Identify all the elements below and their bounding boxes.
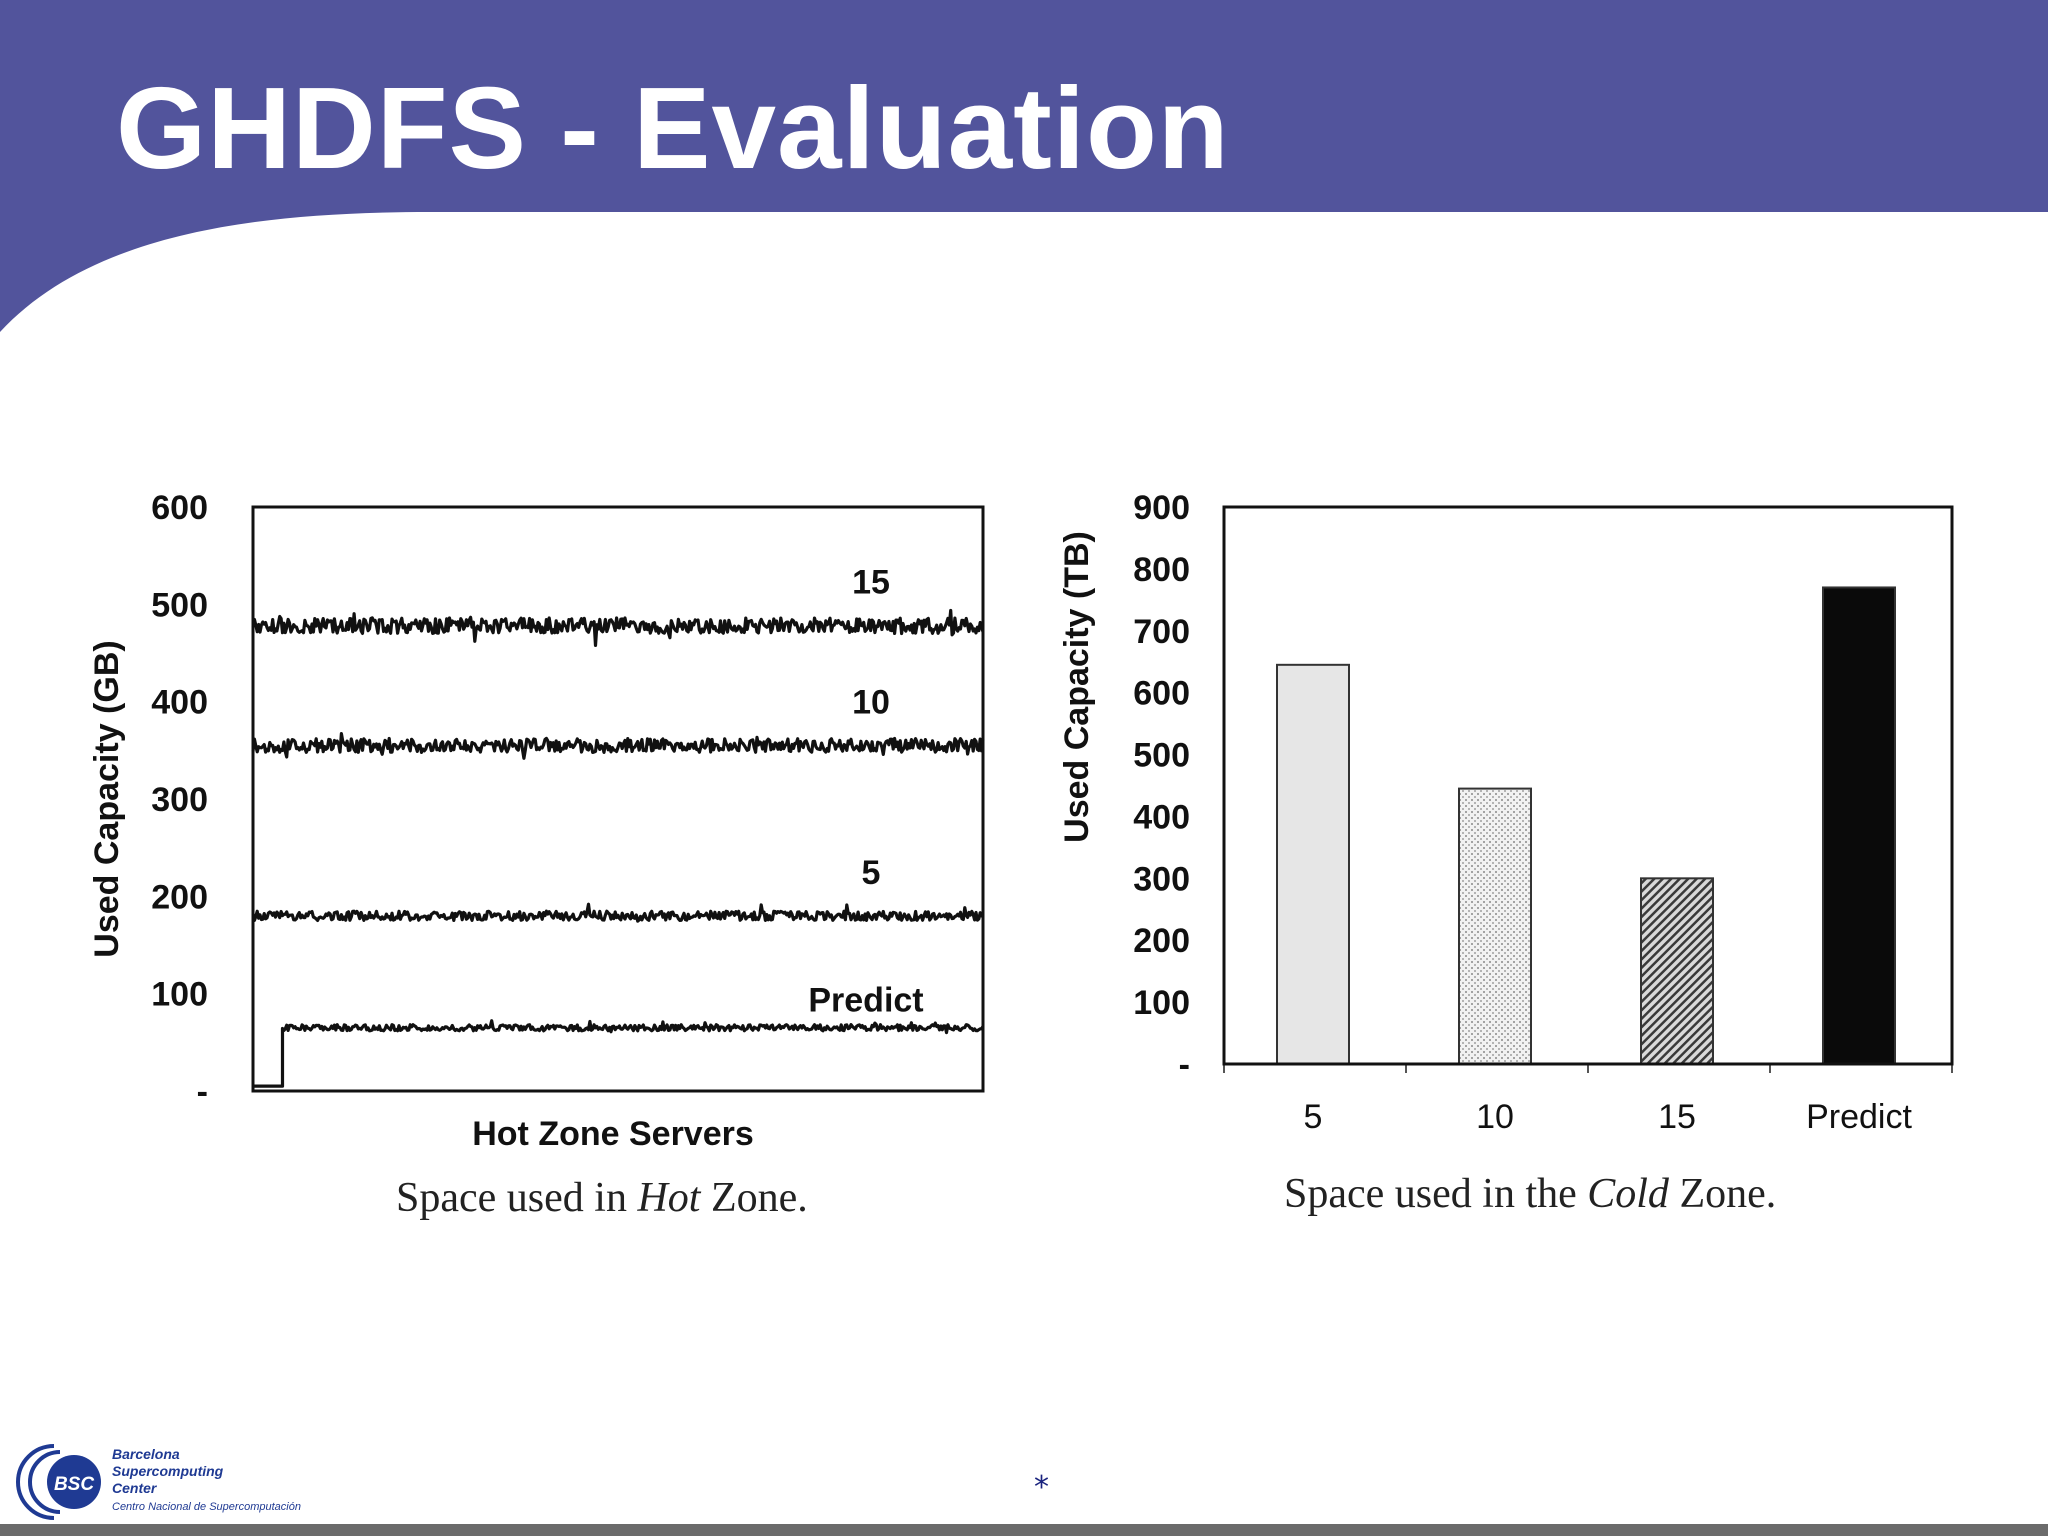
plot-frame: [1222, 505, 1954, 1066]
y-tick-label: -: [197, 1073, 208, 1111]
y-tick-label: 300: [151, 781, 208, 819]
bsc-logo: BSC Barcelona Supercomputing Center Cent…: [16, 1444, 301, 1520]
y-axis-label: Used Capacity (GB): [88, 640, 126, 957]
series-line-predict: [252, 1019, 985, 1088]
y-tick-label: 800: [1133, 551, 1190, 589]
y-tick-label: 700: [1133, 613, 1190, 651]
footer-bar: [0, 1524, 2048, 1536]
hot-zone-caption: Space used in Hot Zone.: [396, 1174, 808, 1222]
x-tick-label: 5: [1304, 1098, 1323, 1136]
y-tick-label: 500: [1133, 737, 1190, 775]
x-axis-label: Hot Zone Servers: [472, 1115, 754, 1153]
cold-zone-caption: Space used in the Cold Zone.: [1284, 1170, 1776, 1218]
bar-10: [1458, 787, 1532, 1065]
y-tick-label: 900: [1133, 489, 1190, 527]
x-tick-label: Predict: [1806, 1098, 1912, 1136]
y-tick-label: 500: [151, 586, 208, 624]
series-line-15: [251, 608, 985, 647]
series-label-15: 15: [852, 564, 890, 602]
logo-swoosh-outer: [16, 1444, 55, 1520]
cold-caption-pre: Space used in the: [1284, 1171, 1588, 1217]
y-tick-label: 200: [1133, 922, 1190, 960]
series-line-5: [251, 902, 984, 923]
x-tick-label: 10: [1476, 1098, 1514, 1136]
bar-5: [1276, 663, 1350, 1065]
y-tick-label: 600: [1133, 675, 1190, 713]
y-tick-label: 100: [1133, 984, 1190, 1022]
plot-frame: [251, 505, 985, 1093]
x-tick-label: 15: [1658, 1098, 1696, 1136]
hot-caption-em: Hot: [637, 1175, 701, 1221]
cold-caption-em: Cold: [1587, 1171, 1669, 1217]
footer-mark: *: [1034, 1470, 1049, 1505]
series-label-predict: Predict: [808, 982, 923, 1020]
series-line-10: [251, 732, 985, 760]
logo-line-2: Supercomputing: [112, 1463, 224, 1479]
slide-title: GHDFS - Evaluation: [116, 63, 1230, 193]
bar-15: [1640, 877, 1714, 1066]
y-tick-label: 300: [1133, 860, 1190, 898]
hot-caption-pre: Space used in: [396, 1175, 638, 1221]
bar-predict: [1822, 586, 1896, 1065]
hot-zone-chart: - 100 200 300 400 500 600 Used Capacity (GB) Hot…: [88, 489, 985, 1153]
logo-badge-circle: [47, 1455, 101, 1509]
y-tick-label: 100: [151, 976, 208, 1014]
logo-line-4: Centro Nacional de Supercomputación: [112, 1501, 301, 1513]
y-tick-label: 400: [1133, 798, 1190, 836]
logo-line-3: Center: [112, 1480, 158, 1496]
cold-caption-post: Zone.: [1668, 1171, 1777, 1217]
cold-zone-chart: - 100 200 300 400 500 600 700 800 900 Used Capacit…: [1058, 489, 1954, 1136]
y-tick-label: 200: [151, 878, 208, 916]
y-axis-label: Used Capacity (TB): [1058, 531, 1096, 843]
series-label-10: 10: [852, 683, 890, 721]
logo-line-1: Barcelona: [112, 1446, 180, 1462]
hot-caption-post: Zone.: [700, 1175, 808, 1221]
y-tick-label: 600: [151, 489, 208, 527]
y-tick-label: 400: [151, 684, 208, 722]
logo-swoosh-inner: [28, 1450, 61, 1514]
header-band: [0, 0, 2048, 332]
y-tick-label: -: [1179, 1046, 1190, 1084]
logo-badge-text: BSC: [54, 1474, 94, 1495]
series-label-5: 5: [862, 854, 881, 892]
